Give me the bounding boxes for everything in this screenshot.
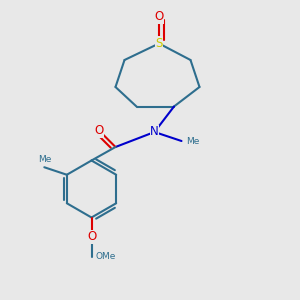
Text: N: N: [150, 125, 159, 139]
Text: O: O: [87, 230, 96, 244]
Text: O: O: [154, 10, 164, 23]
Text: OMe: OMe: [96, 252, 116, 261]
Text: Me: Me: [186, 136, 200, 146]
Text: S: S: [155, 37, 163, 50]
Text: O: O: [94, 124, 103, 137]
Text: Me: Me: [38, 155, 51, 164]
